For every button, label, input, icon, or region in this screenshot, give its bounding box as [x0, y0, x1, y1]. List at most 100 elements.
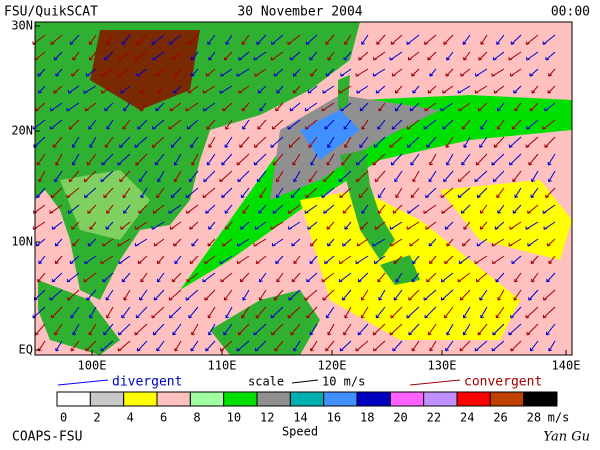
wind-arrow-head — [140, 278, 145, 283]
footer-right: Yan Gu — [543, 430, 590, 445]
wind-arrow — [446, 323, 454, 336]
wind-arrow-head — [508, 243, 513, 247]
wind-arrow-head — [343, 331, 347, 336]
convergent-arrow — [409, 379, 461, 386]
wind-arrow-head — [104, 144, 109, 148]
wind-arrow — [543, 306, 556, 319]
wind-arrow — [271, 34, 284, 45]
wind-arrow — [361, 289, 369, 301]
wind-arrow — [121, 306, 131, 319]
lat-label: 30N — [11, 19, 33, 33]
wind-arrow-head — [442, 90, 447, 94]
wind-arrow-head — [376, 41, 381, 45]
wind-arrow — [256, 255, 267, 265]
wind-arrow — [494, 221, 505, 230]
wind-arrow — [528, 153, 539, 166]
wind-arrow — [191, 68, 199, 77]
wind-arrow-head — [527, 243, 532, 247]
wind-arrow-head — [389, 57, 394, 61]
wind-arrow — [117, 153, 131, 166]
wind-arrow — [514, 187, 522, 198]
wind-arrow-head — [258, 210, 262, 214]
wind-arrow-head — [206, 161, 211, 166]
wind-arrow — [494, 85, 505, 94]
wind-arrow — [237, 170, 250, 183]
wind-arrow — [55, 238, 63, 247]
wind-arrow — [121, 34, 131, 45]
wind-arrow-head — [479, 297, 484, 301]
wind-arrow — [308, 170, 318, 182]
wind-arrow-head — [389, 144, 394, 148]
wind-arrow — [51, 187, 63, 199]
wind-arrow-head — [37, 73, 42, 77]
wind-arrow — [360, 221, 369, 230]
wind-arrow — [238, 85, 250, 94]
wind-arrow — [546, 272, 556, 283]
wind-arrow — [174, 170, 182, 182]
wind-arrow-head — [259, 278, 263, 283]
wind-arrow-head — [457, 194, 462, 199]
wind-arrow — [343, 119, 352, 130]
wind-arrow — [136, 306, 148, 319]
wind-arrow-head — [219, 260, 224, 265]
wind-arrow — [463, 306, 471, 319]
colorbar-swatch — [289, 391, 325, 407]
wind-arrow-head — [137, 260, 142, 265]
wind-arrow — [411, 272, 420, 283]
wind-arrow — [446, 153, 454, 166]
wind-arrow — [461, 153, 471, 166]
wind-arrow-head — [174, 260, 179, 265]
wind-arrow-head — [443, 41, 448, 45]
wind-arrow — [168, 204, 182, 214]
wind-arrow — [140, 272, 148, 283]
wind-arrow-head — [356, 161, 360, 166]
wind-arrow — [221, 153, 233, 166]
wind-arrow — [55, 340, 63, 352]
wind-arrow — [154, 153, 165, 166]
wind-arrow — [308, 136, 318, 148]
wind-arrow — [391, 34, 403, 45]
wind-arrow — [202, 187, 216, 199]
wind-arrow — [493, 136, 505, 148]
wind-arrow — [344, 136, 352, 148]
wind-arrow — [378, 102, 386, 112]
wind-arrow-head — [89, 144, 94, 148]
wind-arrow-head — [343, 57, 348, 61]
wind-arrow-head — [152, 57, 157, 61]
wind-arrow-head — [372, 331, 377, 336]
wind-arrow — [480, 119, 488, 130]
wind-arrow — [340, 68, 352, 77]
wind-arrow — [378, 289, 386, 301]
wind-arrow — [71, 68, 80, 77]
wind-arrow — [186, 187, 199, 199]
wind-arrow-head — [308, 144, 313, 148]
wind-arrow-head — [339, 194, 344, 199]
wind-arrow — [101, 153, 114, 166]
wind-arrow-head — [87, 243, 92, 247]
wind-arrow-head — [429, 260, 433, 265]
wind-arrow-head — [356, 90, 361, 94]
wind-arrow-head — [355, 347, 360, 352]
wind-arrow — [305, 187, 318, 199]
wind-arrow-head — [526, 126, 531, 130]
wind-arrow-head — [270, 57, 275, 61]
wind-arrow — [240, 187, 250, 198]
wind-arrow — [478, 102, 488, 112]
wind-arrow-head — [406, 41, 411, 45]
wind-arrow — [322, 85, 335, 94]
wind-arrow-head — [50, 194, 55, 199]
wind-arrow-head — [117, 73, 122, 77]
wind-arrow-head — [156, 194, 160, 199]
wind-arrow-head — [254, 144, 258, 148]
wind-arrow — [407, 204, 420, 214]
wind-arrow-head — [84, 260, 89, 265]
wind-arrow — [290, 51, 301, 61]
wind-arrow-head — [225, 126, 229, 130]
wind-arrow-head — [390, 161, 395, 166]
wind-arrow — [207, 238, 216, 247]
colorbar-tick: 12 — [260, 411, 274, 425]
wind-arrow-head — [259, 194, 264, 199]
wind-arrow-head — [87, 210, 92, 214]
wind-arrow — [412, 85, 420, 94]
wind-arrow-head — [50, 41, 55, 45]
